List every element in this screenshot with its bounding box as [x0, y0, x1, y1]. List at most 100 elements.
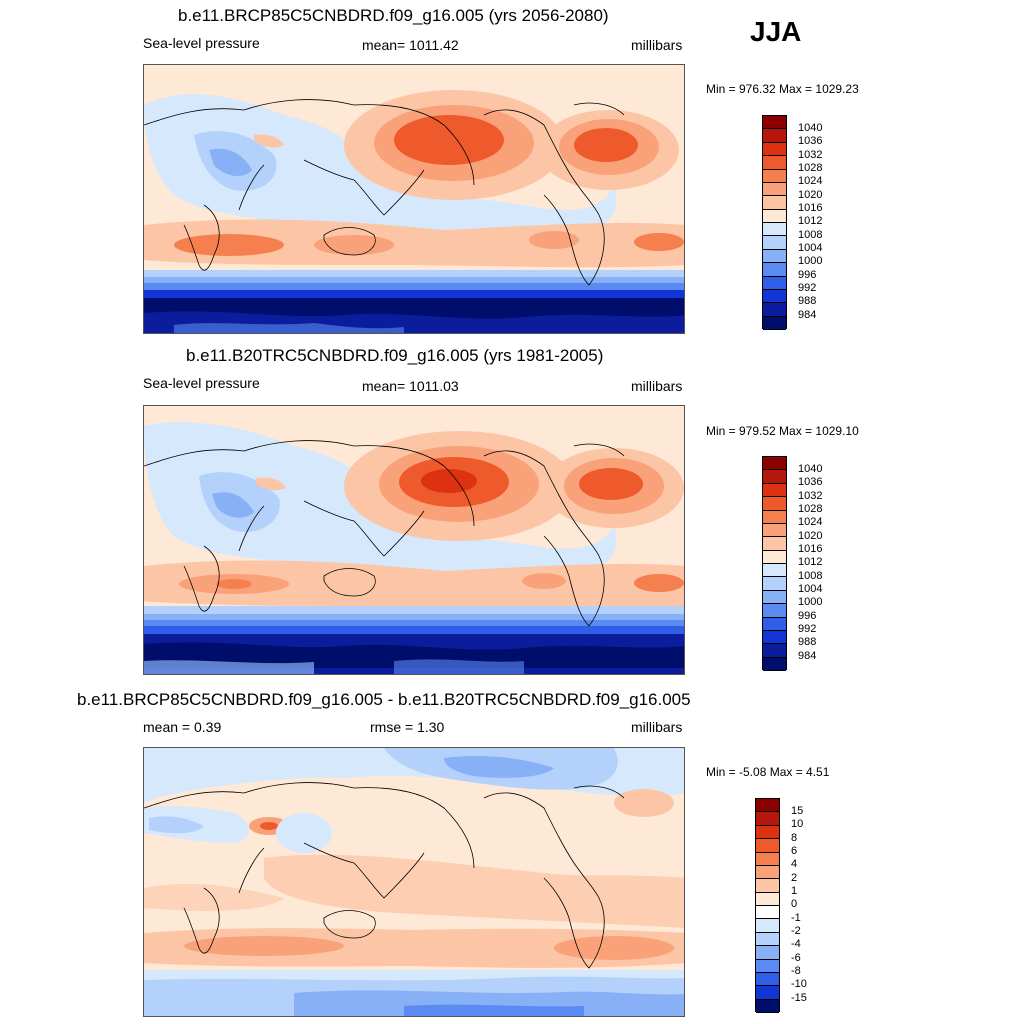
colorbar-swatch	[763, 497, 786, 511]
colorbar-swatch	[763, 142, 786, 157]
colorbar-label: -10	[791, 978, 807, 990]
season-label: JJA	[750, 16, 802, 47]
colorbar-swatch	[756, 825, 779, 840]
colorbar-swatch	[763, 564, 786, 578]
colorbar-swatch	[763, 182, 786, 197]
colorbar-label: 1032	[798, 149, 823, 161]
colorbar-label: 1040	[798, 122, 823, 134]
colorbar-label: 0	[791, 898, 798, 910]
colorbar-label: -8	[791, 965, 801, 977]
panel-1-units-label: millibars	[631, 37, 683, 53]
colorbar-swatch	[763, 156, 786, 170]
panel-3-rmse-label: rmse = 1.30	[370, 719, 445, 735]
colorbar-label: 996	[798, 610, 817, 622]
panel-2-variable-label: Sea-level pressure	[143, 375, 260, 391]
colorbar-label: 1024	[798, 516, 823, 528]
colorbar-swatch	[763, 523, 786, 538]
colorbar-swatch	[763, 196, 786, 210]
colorbar-label: 1012	[798, 556, 823, 568]
colorbar-label: 1000	[798, 255, 823, 267]
colorbar-label: 988	[798, 636, 817, 648]
colorbar-label: 1028	[798, 162, 823, 174]
colorbar-label: 1040	[798, 463, 823, 475]
colorbar-swatch	[756, 932, 779, 947]
colorbar-swatch	[763, 263, 786, 277]
panel-1-variable-label: Sea-level pressure	[143, 35, 260, 51]
colorbar-label: -4	[791, 938, 801, 950]
colorbar-label: 1	[791, 885, 798, 897]
panel-1-mean-label: mean= 1011.42	[362, 37, 459, 53]
colorbar-label: 984	[798, 309, 817, 321]
colorbar-label: 992	[798, 282, 817, 294]
colorbar-label: 1020	[798, 530, 823, 542]
colorbar-swatch	[756, 906, 779, 920]
colorbar-label: 1004	[798, 242, 823, 254]
panel-1-field	[144, 65, 684, 333]
colorbar-label: 992	[798, 623, 817, 635]
colorbar-swatch	[763, 116, 786, 130]
panel-1-title: b.e11.BRCP85C5CNBDRD.f09_g16.005 (yrs 20…	[178, 6, 609, 25]
colorbar-label: 1016	[798, 543, 823, 555]
colorbar-swatch	[763, 577, 786, 591]
colorbar-swatch	[756, 919, 779, 933]
panel-1-minmax: Min = 976.32 Max = 1029.23	[706, 82, 859, 96]
colorbar-label: 1020	[798, 189, 823, 201]
colorbar-label: 15	[791, 805, 804, 817]
panel-3-field	[144, 748, 684, 1016]
colorbar-swatch	[763, 303, 786, 317]
colorbar-label: 10	[791, 818, 804, 830]
panel-1-colorbar-swatches	[762, 115, 787, 330]
colorbar-swatch	[763, 316, 786, 330]
colorbar-label: 1028	[798, 503, 823, 515]
panel-2-colorbar-swatches	[762, 456, 787, 671]
colorbar-label: -15	[791, 992, 807, 1004]
colorbar-label: 1036	[798, 476, 823, 488]
colorbar-swatch	[763, 510, 786, 524]
colorbar-label: 1024	[798, 175, 823, 187]
colorbar-label: 8	[791, 832, 798, 844]
colorbar-label: 1016	[798, 202, 823, 214]
colorbar-label: 1000	[798, 596, 823, 608]
colorbar-swatch	[763, 169, 786, 183]
colorbar-swatch	[763, 289, 786, 304]
colorbar-label: -6	[791, 952, 801, 964]
panel-2-field	[144, 406, 684, 674]
panel-2-units-label: millibars	[631, 378, 683, 394]
colorbar-swatch	[756, 972, 779, 987]
colorbar-swatch	[763, 657, 786, 671]
colorbar-swatch	[756, 799, 779, 813]
colorbar-swatch	[763, 617, 786, 631]
colorbar-label: 984	[798, 650, 817, 662]
panel-3-map	[143, 747, 685, 1017]
colorbar-swatch	[763, 604, 786, 618]
colorbar-swatch	[763, 470, 786, 484]
colorbar-swatch	[756, 852, 779, 866]
colorbar-swatch	[763, 644, 786, 658]
colorbar-label: -2	[791, 925, 801, 937]
colorbar-swatch	[763, 129, 786, 143]
colorbar-swatch	[763, 209, 786, 223]
colorbar-label: 1004	[798, 583, 823, 595]
panel-3-mean-label: mean = 0.39	[143, 719, 222, 735]
colorbar-swatch	[763, 550, 786, 564]
colorbar-label: 1032	[798, 490, 823, 502]
panel-3-title: b.e11.BRCP85C5CNBDRD.f09_g16.005 - b.e11…	[77, 690, 691, 709]
colorbar-label: 1012	[798, 215, 823, 227]
colorbar-swatch	[763, 457, 786, 471]
panel-3-colorbar-swatches	[755, 798, 780, 1013]
colorbar-label: 996	[798, 269, 817, 281]
colorbar-swatch	[763, 630, 786, 645]
panel-2-minmax: Min = 979.52 Max = 1029.10	[706, 424, 859, 438]
colorbar-label: -1	[791, 912, 801, 924]
colorbar-swatch	[756, 999, 779, 1013]
colorbar-swatch	[756, 839, 779, 853]
panel-2-mean-label: mean= 1011.03	[362, 378, 459, 394]
colorbar-swatch	[756, 812, 779, 826]
panel-2-map	[143, 405, 685, 675]
colorbar-label: 1008	[798, 229, 823, 241]
panel-2-title: b.e11.B20TRC5CNBDRD.f09_g16.005 (yrs 198…	[186, 346, 604, 365]
colorbar-label: 988	[798, 295, 817, 307]
colorbar-swatch	[756, 946, 779, 960]
colorbar-swatch	[763, 249, 786, 264]
panel-3-minmax: Min = -5.08 Max = 4.51	[706, 765, 830, 779]
